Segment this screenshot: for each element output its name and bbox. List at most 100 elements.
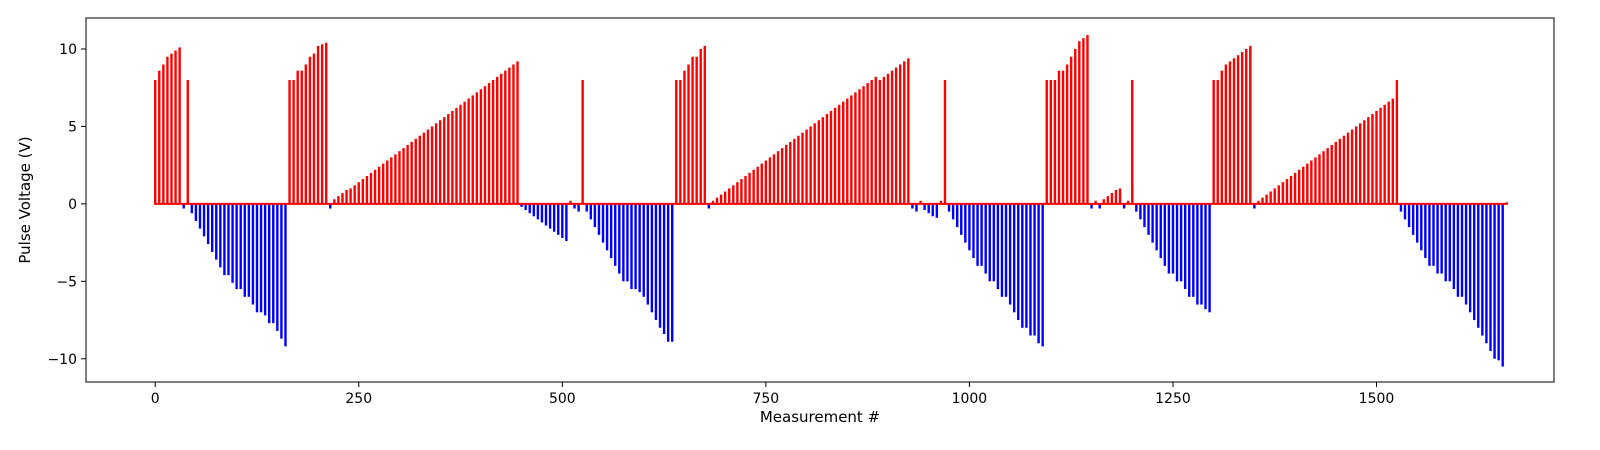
bar-196 — [951, 203, 955, 220]
bar-113 — [614, 203, 617, 266]
bar-54 — [373, 169, 377, 204]
bar-144 — [740, 179, 743, 204]
bar-184 — [903, 61, 906, 204]
bar-56 — [381, 163, 385, 204]
bar-179 — [882, 76, 886, 204]
bar-170 — [846, 98, 849, 204]
bar-182 — [894, 67, 898, 204]
bar-324 — [1473, 203, 1476, 321]
bar-44 — [333, 199, 336, 204]
bar-120 — [642, 203, 645, 297]
bar-284 — [1310, 160, 1313, 204]
bar-252 — [1179, 203, 1183, 282]
bar-283 — [1306, 163, 1309, 204]
bar-77 — [467, 98, 470, 204]
bar-115 — [622, 203, 625, 282]
bar-320 — [1456, 203, 1460, 297]
bar-94 — [536, 203, 540, 220]
bar-322 — [1464, 203, 1468, 305]
bar-41 — [320, 44, 324, 204]
bar-319 — [1452, 203, 1456, 290]
bar-217 — [1037, 203, 1040, 344]
bar-269 — [1249, 45, 1252, 204]
bar-194 — [943, 79, 947, 204]
bar-67 — [426, 129, 430, 204]
plot-frame — [85, 17, 1555, 383]
bar-234 — [1106, 196, 1110, 204]
bar-210 — [1008, 203, 1012, 305]
y-tick-label: −10 — [47, 352, 77, 368]
bar-11 — [198, 203, 202, 229]
bar-5 — [174, 50, 177, 204]
bar-82 — [487, 83, 491, 204]
bar-37 — [304, 64, 308, 204]
bar-87 — [508, 67, 511, 204]
bar-118 — [634, 203, 637, 290]
bar-72 — [447, 114, 450, 204]
bar-49 — [353, 185, 356, 204]
bar-296 — [1359, 123, 1362, 204]
bar-59 — [394, 154, 397, 204]
bar-83 — [491, 79, 495, 204]
bar-294 — [1350, 129, 1354, 204]
bar-213 — [1021, 203, 1024, 328]
bar-70 — [438, 120, 442, 204]
bar-282 — [1302, 166, 1305, 204]
bar-254 — [1188, 203, 1191, 297]
bar-188 — [919, 200, 922, 204]
bar-311 — [1420, 203, 1423, 251]
bar-142 — [732, 185, 735, 204]
bar-276 — [1277, 185, 1280, 204]
bar-204 — [984, 203, 987, 274]
bar-6 — [178, 47, 181, 204]
bar-317 — [1444, 203, 1447, 282]
bar-219 — [1045, 79, 1048, 204]
bar-140 — [723, 191, 727, 204]
bar-139 — [719, 194, 723, 204]
bar-246 — [1155, 203, 1158, 251]
bar-62 — [406, 145, 409, 204]
bar-228 — [1082, 38, 1085, 204]
bar-103 — [573, 203, 576, 209]
bar-110 — [601, 203, 605, 243]
bar-79 — [475, 92, 479, 204]
bar-141 — [728, 188, 731, 204]
bar-92 — [528, 203, 531, 214]
bar-123 — [654, 203, 658, 321]
bar-43 — [329, 203, 332, 209]
bar-135 — [703, 45, 706, 204]
bar-137 — [711, 200, 715, 204]
bar-304 — [1391, 98, 1394, 204]
bar-215 — [1029, 203, 1032, 336]
bar-35 — [296, 70, 299, 204]
bar-174 — [862, 86, 865, 204]
bar-114 — [618, 203, 621, 274]
bar-7 — [182, 203, 185, 209]
bar-306 — [1399, 203, 1403, 212]
bar-202 — [976, 203, 979, 266]
bar-86 — [504, 70, 507, 204]
bar-245 — [1151, 203, 1154, 243]
bar-84 — [495, 76, 499, 204]
bar-251 — [1175, 203, 1179, 282]
bar-263 — [1224, 64, 1228, 204]
bar-108 — [593, 203, 597, 228]
bar-200 — [968, 203, 971, 251]
bar-193 — [939, 200, 943, 204]
bar-229 — [1086, 35, 1089, 204]
bar-225 — [1069, 56, 1073, 204]
bar-274 — [1269, 191, 1272, 204]
bar-257 — [1200, 203, 1203, 305]
bar-295 — [1354, 126, 1358, 204]
bar-65 — [418, 135, 422, 204]
bar-243 — [1143, 203, 1146, 228]
bar-216 — [1033, 203, 1036, 336]
x-tick-label: 1000 — [952, 391, 988, 407]
bar-159 — [801, 132, 804, 204]
bar-61 — [402, 148, 405, 204]
bar-232 — [1098, 203, 1101, 209]
bar-309 — [1411, 203, 1415, 235]
bar-150 — [764, 160, 768, 204]
bar-240 — [1131, 79, 1134, 204]
bar-90 — [520, 203, 523, 207]
